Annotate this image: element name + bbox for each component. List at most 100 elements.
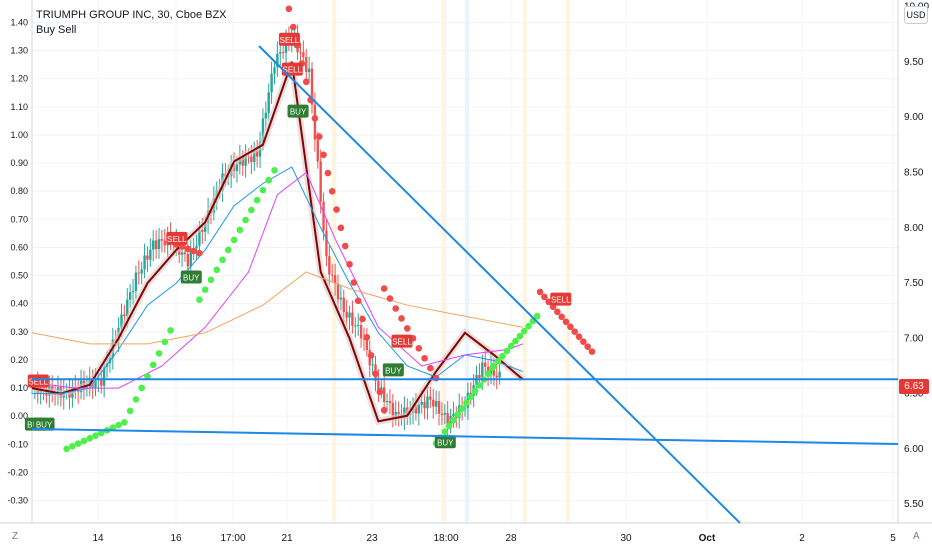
candle-body [498, 371, 501, 378]
currency-button[interactable]: USD [904, 6, 928, 24]
sell-dot [415, 344, 423, 352]
sell-dot [341, 242, 349, 250]
buy-dot [253, 196, 261, 204]
sell-signal-box [27, 374, 49, 388]
candle-body [397, 411, 400, 415]
buy-dot [132, 396, 140, 403]
right-tick-label: 9.50 [904, 57, 924, 68]
log-scale-toggle[interactable]: Z [12, 531, 19, 542]
buy-dot [259, 186, 267, 194]
buy-dot [441, 428, 449, 436]
candle-body [299, 52, 302, 54]
candle-body [354, 325, 357, 327]
sell-dot [324, 169, 332, 177]
candle-body [120, 314, 123, 328]
buy-signal-label: BUY [290, 108, 307, 117]
left-tick-label: 0.20 [10, 355, 28, 365]
candle-body [440, 413, 444, 415]
buy-dot [525, 322, 532, 330]
candle-body [102, 367, 106, 386]
lower-trendline [31, 428, 899, 445]
sell-dot [580, 338, 587, 345]
candle-body [394, 411, 397, 417]
buy-dot [207, 276, 215, 284]
sell-signal-label: SELL [283, 66, 303, 75]
candle-body [123, 314, 126, 317]
left-tick-label: 0.60 [10, 242, 28, 252]
buy-dot [503, 347, 511, 355]
buy-dot [520, 327, 528, 335]
right-tick-label: 8.00 [904, 223, 924, 234]
candle-body [432, 399, 435, 407]
candle-body [348, 312, 351, 318]
candle-body [385, 401, 389, 403]
sell-dot [392, 305, 400, 312]
sell-dot [554, 308, 561, 316]
descending-trendline [258, 45, 741, 524]
sell-signal-box [550, 292, 572, 306]
candle-body [281, 52, 285, 54]
candle-body [371, 364, 374, 366]
sell-dot [363, 333, 371, 341]
candle-body [452, 413, 455, 416]
sell-dot [536, 288, 544, 296]
signal-labels: SELLBUYBUYSELLBUYSELLSELLBUYSELLBUYBUYSE… [24, 32, 572, 449]
buy-dot [242, 216, 249, 224]
left-tick-label: 1.30 [10, 46, 28, 56]
candle-body [30, 386, 34, 388]
buy-dot [476, 382, 483, 389]
buy-dot [230, 236, 238, 244]
right-price-axis[interactable]: 10.009.509.008.508.007.507.006.506.005.5… [897, 0, 929, 523]
sell-dot [427, 364, 434, 372]
buy-dot [115, 421, 122, 429]
buy-dot [121, 419, 128, 426]
candle-body [264, 112, 268, 119]
session-band [441, 0, 446, 523]
sell-dot [432, 374, 440, 382]
sell-dot [354, 297, 362, 305]
left-tick-label: -0.20 [7, 467, 28, 477]
sell-dot [311, 115, 319, 122]
buy-dot [201, 286, 209, 293]
candle-body [322, 201, 325, 231]
candle-body [377, 380, 380, 391]
indicator-line [32, 166, 523, 395]
left-tick-label: 1.40 [10, 17, 28, 27]
candle-body [100, 378, 103, 386]
candle-body [146, 255, 149, 260]
time-tick-label: 21 [281, 533, 293, 544]
indicator-line [31, 271, 523, 345]
trendlines[interactable] [31, 45, 899, 524]
candle-body [183, 252, 187, 255]
candle-body [180, 252, 184, 255]
left-tick-label: 1.20 [10, 74, 28, 84]
candle-body [481, 362, 484, 378]
sell-dot [178, 243, 186, 250]
sell-signal-box [391, 334, 413, 348]
candle-body [244, 156, 247, 166]
time-tick-label: 28 [505, 533, 517, 544]
indicator-line [31, 61, 524, 423]
buy-dot [494, 357, 502, 365]
candle-body [140, 269, 143, 274]
sell-dot [346, 260, 353, 268]
candle-body [253, 150, 256, 163]
auto-scale-toggle[interactable]: A [913, 531, 920, 542]
buy-dot [74, 440, 82, 447]
time-axis[interactable]: 14 16 17:00 21 23 18:00 28 30 Oct 2 5 [0, 522, 932, 544]
left-tick-label: 0.00 [10, 411, 28, 421]
sell-dot [403, 325, 411, 332]
candle-body [255, 150, 259, 157]
candle-body [331, 274, 334, 276]
buy-signal-box [382, 363, 404, 377]
candle-body [342, 297, 345, 312]
candle-body [434, 401, 438, 407]
sell-signal-label: SELL [167, 235, 187, 244]
candle-body [302, 52, 305, 58]
candle-body [307, 68, 311, 72]
candle-body [437, 401, 441, 414]
candle-body [365, 338, 369, 350]
candle-body [305, 57, 308, 72]
